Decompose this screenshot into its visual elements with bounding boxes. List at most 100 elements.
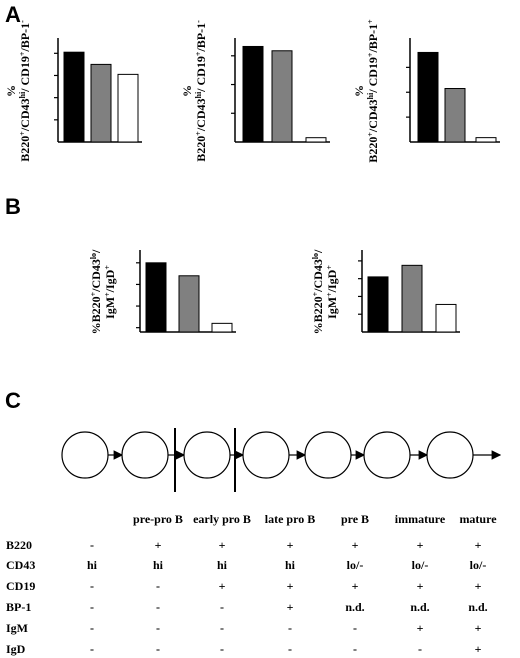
bar-null/+ [444, 88, 466, 143]
table-cell: - [288, 642, 292, 656]
panel-label-b: B [5, 194, 21, 219]
node-circle-CLP [61, 431, 109, 479]
table-cell: n.d. [410, 600, 430, 614]
table-cell: - [353, 642, 357, 656]
table-cell: - [90, 600, 94, 614]
node-circle-Fr.C [242, 431, 290, 479]
table-cell: + [474, 579, 482, 593]
bar-null/+ [178, 275, 200, 333]
bar-+/+ [242, 45, 264, 143]
table-cell: - [288, 621, 292, 635]
y-axis-label-line1: % [4, 85, 18, 97]
column-header: early pro B [193, 512, 251, 526]
table-cell: hi [216, 558, 227, 572]
table-cell: - [156, 579, 160, 593]
table-cell: + [351, 538, 359, 552]
table-cell: - [90, 621, 94, 635]
chart-early-pro-b: %B220+/CD43hi/ CD19+/BP-1- [180, 20, 330, 162]
y-axis-label-line1: % [352, 85, 366, 97]
y-axis-label: %B220+/CD43lo/IgM+/IgD+ [311, 249, 340, 334]
bar-null/null [475, 137, 497, 143]
y-axis-label: %B220+/CD43lo/IgM+/IgD+ [89, 249, 118, 334]
row-marker-IgM: IgM [6, 621, 28, 635]
table-cell: + [286, 538, 294, 552]
bar-null/null [305, 137, 327, 143]
table-cell: - [353, 621, 357, 635]
table-cell: - [90, 538, 94, 552]
table-cell: + [286, 600, 294, 614]
node-circle-Fr.F [426, 431, 474, 479]
y-axis-label-line2: IgM+/IgD+ [103, 265, 118, 319]
table-cell: + [154, 538, 162, 552]
table-cell: hi [152, 558, 163, 572]
bar-+/+ [63, 51, 85, 143]
column-header: immature [394, 512, 446, 526]
table-cell: - [156, 600, 160, 614]
node-circle-Fr.E [363, 431, 411, 479]
row-marker-IgD: IgD [6, 642, 26, 656]
bar-null/+ [90, 63, 112, 143]
table-cell: + [218, 538, 226, 552]
table-cell: + [416, 621, 424, 635]
chart-pre-pro-b: %B220+/CD43hi/ CD19+/BP-1- [4, 20, 142, 162]
table-cell: lo/- [469, 558, 487, 572]
panel-label-c: C [5, 388, 21, 413]
table-cell: - [90, 579, 94, 593]
table-cell: - [156, 621, 160, 635]
bar-null/null [117, 73, 139, 143]
table-cell: - [220, 600, 224, 614]
bar-+/+ [417, 51, 439, 143]
chart-spleen: %B220+/CD43lo/IgM+/IgD+ [89, 249, 236, 334]
y-axis-label: %B220+/CD43hi/ CD19+/BP-1- [180, 20, 208, 162]
y-axis-label-line2: B220+/CD43hi/ CD19+/BP-1- [194, 20, 209, 162]
table-cell: - [220, 621, 224, 635]
node-circle-Fr.A [121, 431, 169, 479]
y-axis-label-line2: IgM+/IgD+ [325, 265, 340, 319]
table-cell: + [416, 579, 424, 593]
row-marker-B220: B220 [6, 538, 33, 552]
marker-table: pre-pro B early pro B late pro B pre B immat… [0, 500, 520, 658]
table-cell: n.d. [345, 600, 365, 614]
table-cell: + [416, 538, 424, 552]
column-header: mature [459, 512, 497, 526]
row-marker-CD43: CD43 [6, 558, 36, 572]
chart-late-pro-b: %B220+/CD43hi/ CD19+/BP-1+ [352, 19, 500, 163]
table-cell: - [156, 642, 160, 656]
y-axis-label: %B220+/CD43hi/ CD19+/BP-1+ [352, 19, 380, 163]
panel-label-a: A [5, 2, 21, 27]
column-header: pre-pro B [133, 512, 183, 526]
table-cell: lo/- [411, 558, 429, 572]
row-marker-BP-1: BP-1 [6, 600, 32, 614]
y-axis-label-line1: % [180, 85, 194, 97]
y-axis-label-line2: B220+/CD43hi/ CD19+/BP-1+ [366, 19, 381, 163]
table-cell: + [286, 579, 294, 593]
bar-+/+ [367, 276, 389, 333]
table-cell: hi [86, 558, 97, 572]
table-cell: n.d. [468, 600, 488, 614]
table-cell: - [220, 642, 224, 656]
y-axis-label-line1: %B220+/CD43lo/ [311, 249, 326, 334]
table-cell: - [90, 642, 94, 656]
table-cell: hi [284, 558, 295, 572]
bar-+/+ [145, 262, 167, 333]
table-cell: + [474, 538, 482, 552]
node-circle-Fr.D [304, 431, 352, 479]
bar-null/+ [401, 264, 423, 333]
bar-null/null [435, 303, 457, 333]
y-axis-label-line2: B220+/CD43hi/ CD19+/BP-1- [18, 20, 33, 162]
table-cell: + [218, 579, 226, 593]
table-cell: + [351, 579, 359, 593]
y-axis-label: %B220+/CD43hi/ CD19+/BP-1- [4, 20, 32, 162]
bar-null/null [211, 322, 233, 333]
y-axis-label-line1: %B220+/CD43lo/ [89, 249, 104, 334]
bar-null/+ [271, 50, 293, 143]
chart-lymph-node: %B220+/CD43lo/IgM+/IgD+ [311, 249, 460, 334]
column-header: late pro B [264, 512, 316, 526]
column-header: pre B [340, 512, 370, 526]
row-marker-CD19: CD19 [6, 579, 36, 593]
table-cell: + [474, 642, 482, 656]
table-cell: + [474, 621, 482, 635]
table-cell: lo/- [346, 558, 364, 572]
table-cell: - [418, 642, 422, 656]
differentiation-diagram [61, 428, 502, 492]
